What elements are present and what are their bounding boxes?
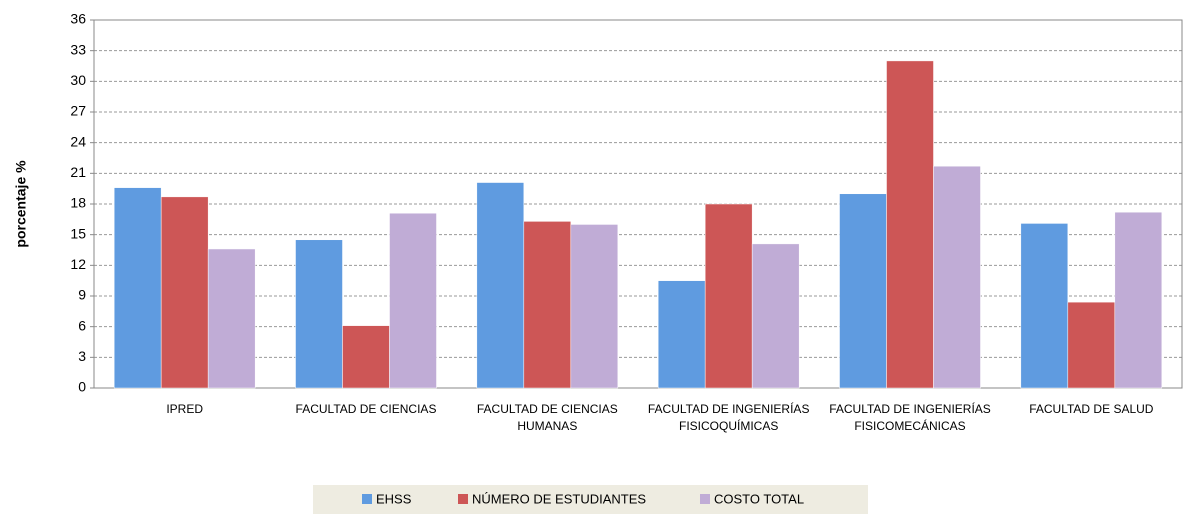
bar [751,243,800,389]
bar [933,165,981,389]
bar [113,187,162,389]
y-tick-label: 30 [70,72,86,88]
y-tick-label: 36 [70,11,86,27]
y-axis-label: porcentaje % [13,160,29,248]
y-tick-label: 9 [78,287,86,303]
x-tick-label: FACULTAD DE INGENIERÍAS FISICOQUÍMICAS [647,402,810,433]
legend-label: NÚMERO DE ESTUDIANTES [472,491,646,506]
bar [295,239,343,389]
x-tick-label: FACULTAD DE CIENCIAS [295,402,437,416]
y-tick-label: 18 [70,195,86,211]
legend-box [313,485,868,514]
x-tick-label: FACULTAD DE CIENCIAS HUMANAS [476,402,618,433]
bar [160,196,209,389]
bar [704,203,753,389]
bar [389,212,437,389]
legend-swatch [458,494,468,504]
y-tick-label: 21 [70,164,86,180]
y-tick-label: 3 [78,348,86,364]
bar [657,280,706,389]
legend-swatch [362,494,372,504]
x-tick-label: FACULTAD DE INGENIERÍAS FISICOMECÁNICAS [829,402,991,433]
bar [1020,223,1069,389]
y-tick-label: 15 [70,225,86,241]
plot-border [93,19,1183,389]
x-tick-label: IPRED [166,402,203,416]
y-tick-label: 12 [70,256,86,272]
bar [476,182,525,389]
y-tick-label: 27 [70,103,86,119]
legend-label: EHSS [376,491,412,506]
bar [570,224,619,389]
bar [207,248,256,389]
bar [523,221,572,389]
bar [1114,211,1163,389]
y-tick-label: 24 [70,133,86,149]
bar [342,325,390,389]
legend-swatch [700,494,710,504]
bar [839,193,887,389]
y-tick-label: 6 [78,317,86,333]
x-tick-label: FACULTAD DE SALUD [1029,402,1154,416]
legend-label: COSTO TOTAL [714,491,804,506]
bar [886,60,934,389]
bar [1067,301,1116,389]
y-tick-label: 33 [70,41,86,57]
y-tick-label: 0 [78,379,86,395]
